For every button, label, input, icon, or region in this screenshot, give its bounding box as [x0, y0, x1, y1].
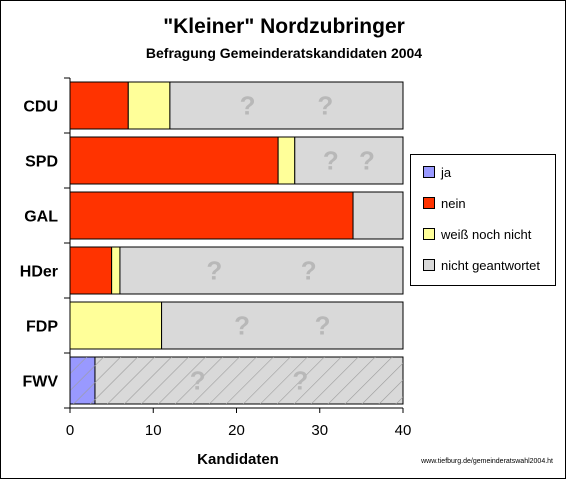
question-mark-annotation: ? [234, 311, 250, 341]
bar-fdp-2 [69, 301, 163, 350]
question-mark-annotation: ? [359, 146, 375, 176]
legend-swatch [423, 166, 435, 178]
bar-hder-2 [111, 246, 121, 295]
category-label-hder: HDer [20, 264, 58, 281]
question-mark-annotation: ? [301, 256, 317, 286]
bar-cdu-3 [169, 81, 404, 130]
legend: ja nein weiß noch nicht nicht geantwortet [410, 154, 556, 286]
legend-item: weiß noch nicht [423, 225, 531, 243]
legend-item: nein [423, 194, 466, 212]
legend-swatch [423, 197, 435, 209]
question-mark-annotation: ? [240, 91, 256, 121]
x-tick-label: 0 [66, 422, 74, 439]
legend-label: nein [441, 195, 466, 211]
question-mark-annotation: ? [315, 311, 331, 341]
question-mark-annotation: ? [190, 366, 206, 396]
question-mark-annotation: ? [292, 366, 308, 396]
question-mark-annotation: ? [323, 146, 339, 176]
bar-hder-1 [69, 246, 113, 295]
bar-fwv-hatch [70, 357, 403, 404]
category-label-gal: GAL [24, 209, 58, 226]
bar-fdp-3 [161, 301, 404, 350]
legend-swatch [423, 259, 435, 271]
category-label-fwv: FWV [22, 374, 58, 391]
category-label-spd: SPD [25, 154, 58, 171]
legend-label: weiß noch nicht [441, 226, 532, 242]
legend-label: ja [441, 164, 452, 180]
x-tick-label: 10 [145, 422, 162, 439]
bar-cdu-2 [127, 81, 171, 130]
chart-title: "Kleiner" Nordzubringer [163, 15, 405, 38]
category-label-cdu: CDU [23, 99, 58, 116]
question-mark-annotation: ? [317, 91, 333, 121]
bar-cdu-1 [69, 81, 129, 130]
legend-swatch [423, 228, 435, 240]
category-label-fdp: FDP [26, 319, 58, 336]
legend-item: ja [423, 163, 451, 181]
legend-item: nicht geantwortet [423, 256, 540, 274]
bar-spd-3 [294, 136, 404, 185]
bar-gal-3 [352, 191, 404, 240]
x-axis-label: Kandidaten [197, 451, 279, 468]
legend-label: nicht geantwortet [441, 257, 541, 273]
x-tick-label: 30 [311, 422, 328, 439]
bar-spd-1 [69, 136, 279, 185]
source-url: www.tiefburg.de/gemeinderatswahl2004.ht [421, 458, 553, 465]
x-tick-label: 20 [228, 422, 245, 439]
bar-spd-2 [277, 136, 296, 185]
bar-hder-3 [119, 246, 404, 295]
x-tick-label: 40 [395, 422, 412, 439]
bar-gal-1 [69, 191, 354, 240]
question-mark-annotation: ? [206, 256, 222, 286]
chart-subtitle: Befragung Gemeinderatskandidaten 2004 [145, 45, 423, 61]
